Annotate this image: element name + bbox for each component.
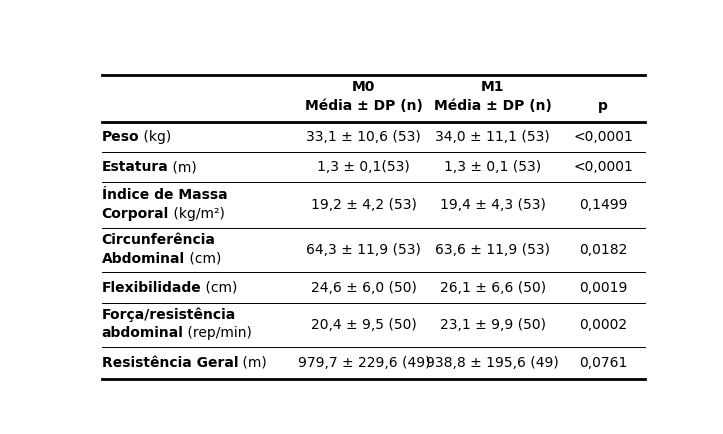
Text: 19,2 ± 4,2 (53): 19,2 ± 4,2 (53): [311, 198, 416, 212]
Text: <0,0001: <0,0001: [573, 130, 633, 144]
Text: (m): (m): [168, 160, 197, 174]
Text: 23,1 ± 9,9 (50): 23,1 ± 9,9 (50): [440, 318, 546, 332]
Text: (m): (m): [238, 356, 267, 370]
Text: p: p: [598, 99, 608, 113]
Text: 24,6 ± 6,0 (50): 24,6 ± 6,0 (50): [311, 280, 416, 295]
Text: Abdominal: Abdominal: [101, 252, 184, 266]
Text: 26,1 ± 6,6 (50): 26,1 ± 6,6 (50): [440, 280, 546, 295]
Text: Corporal: Corporal: [101, 207, 169, 221]
Text: Estatura: Estatura: [101, 160, 168, 174]
Text: 0,0182: 0,0182: [579, 243, 628, 257]
Text: Média ± DP (n): Média ± DP (n): [434, 99, 552, 113]
Text: 19,4 ± 4,3 (53): 19,4 ± 4,3 (53): [440, 198, 546, 212]
Text: M0: M0: [352, 80, 375, 94]
Text: <0,0001: <0,0001: [573, 160, 633, 174]
Text: 0,0761: 0,0761: [579, 356, 628, 370]
Text: (cm): (cm): [201, 280, 238, 295]
Text: (rep/min): (rep/min): [184, 326, 252, 340]
Text: Índice de Massa: Índice de Massa: [101, 187, 227, 201]
Text: Flexibilidade: Flexibilidade: [101, 280, 201, 295]
Text: (kg/m²): (kg/m²): [169, 207, 225, 221]
Text: 33,1 ± 10,6 (53): 33,1 ± 10,6 (53): [307, 130, 422, 144]
Text: Resistência Geral: Resistência Geral: [101, 356, 238, 370]
Text: 979,7 ± 229,6 (49): 979,7 ± 229,6 (49): [298, 356, 430, 370]
Text: 64,3 ± 11,9 (53): 64,3 ± 11,9 (53): [307, 243, 422, 257]
Text: Circunferência: Circunferência: [101, 233, 215, 247]
Text: Média ± DP (n): Média ± DP (n): [305, 99, 423, 113]
Text: 938,8 ± 195,6 (49): 938,8 ± 195,6 (49): [427, 356, 559, 370]
Text: 1,3 ± 0,1 (53): 1,3 ± 0,1 (53): [444, 160, 542, 174]
Text: M1: M1: [481, 80, 505, 94]
Text: 0,0002: 0,0002: [579, 318, 627, 332]
Text: Força/resistência: Força/resistência: [101, 307, 236, 322]
Text: 0,1499: 0,1499: [579, 198, 628, 212]
Text: (kg): (kg): [140, 130, 171, 144]
Text: abdominal: abdominal: [101, 326, 184, 340]
Text: Peso: Peso: [101, 130, 140, 144]
Text: 34,0 ± 11,1 (53): 34,0 ± 11,1 (53): [435, 130, 550, 144]
Text: 20,4 ± 9,5 (50): 20,4 ± 9,5 (50): [311, 318, 416, 332]
Text: 63,6 ± 11,9 (53): 63,6 ± 11,9 (53): [435, 243, 550, 257]
Text: (cm): (cm): [184, 252, 221, 266]
Text: 0,0019: 0,0019: [579, 280, 628, 295]
Text: 1,3 ± 0,1(53): 1,3 ± 0,1(53): [317, 160, 410, 174]
